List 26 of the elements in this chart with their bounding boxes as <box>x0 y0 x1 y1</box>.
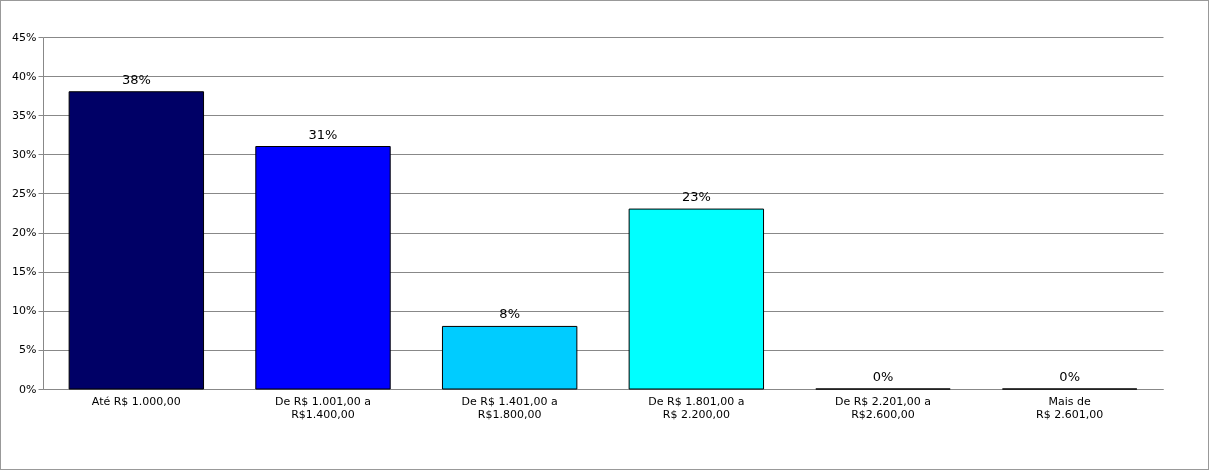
x-tick-label: Mais de R$ 2.601,00 <box>1036 394 1104 421</box>
bar <box>628 208 765 390</box>
y-tick-label: 35% <box>12 108 37 122</box>
x-tick-label: De R$ 2.201,00 a R$2.600,00 <box>834 394 932 421</box>
data-label: 23% <box>681 189 711 205</box>
x-tick-label: De R$ 1.801,00 a R$ 2.200,00 <box>648 394 745 421</box>
data-label: 0% <box>872 369 894 384</box>
y-tick-label: 10% <box>12 304 37 318</box>
y-tick-label: 15% <box>12 265 37 279</box>
y-tick-label: 25% <box>12 186 37 200</box>
data-label: 38% <box>121 71 151 87</box>
x-tick-label: De R$ 1.401,00 a R$1.800,00 <box>461 394 558 421</box>
y-tick-label: 45% <box>12 30 37 44</box>
bar <box>68 91 205 390</box>
y-tick-label: 5% <box>19 343 37 357</box>
y-tick-label: 0% <box>19 382 37 396</box>
data-label: 0% <box>1059 369 1080 384</box>
bar <box>441 325 578 390</box>
y-tick-label: 20% <box>12 226 37 240</box>
bar <box>255 146 391 390</box>
data-label: 8% <box>499 306 520 322</box>
y-tick-label: 30% <box>12 147 37 161</box>
x-tick-label: Até R$ 1.000,00 <box>91 394 181 408</box>
y-tick-label: 40% <box>12 69 37 83</box>
data-label: 31% <box>308 126 338 142</box>
x-tick-label: De R$ 1.001,00 a R$1.400,00 <box>274 394 372 421</box>
